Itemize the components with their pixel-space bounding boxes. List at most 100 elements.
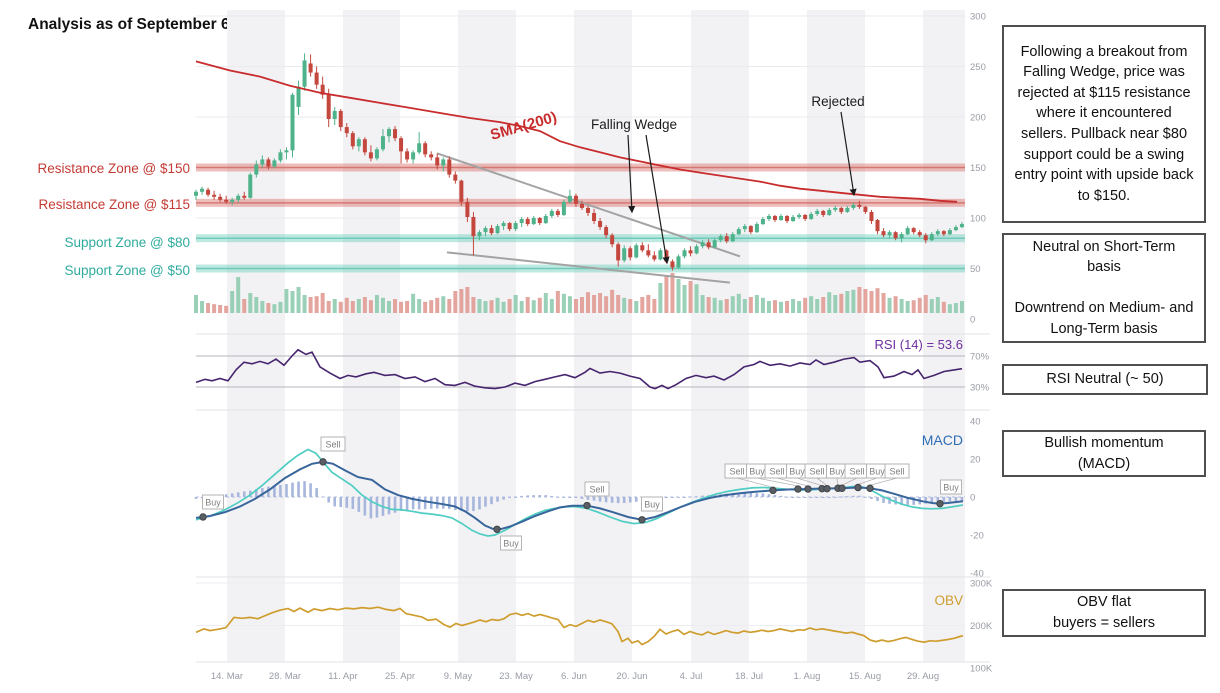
macd-histogram-bar [411,497,415,510]
macd-histogram-bar [628,497,632,503]
macd-cluster-dot [838,484,846,492]
candle-body [887,232,892,236]
obv-pane [195,582,965,646]
rsi-note-box: RSI Neutral (~ 50) [1002,364,1208,395]
candle-body [453,174,458,181]
candle-body [670,261,675,268]
candle-body [592,212,597,222]
macd-cluster-connector [869,477,898,486]
macd-axis-tick: 40 [970,417,981,428]
volume-bar [314,296,319,313]
date-axis-tick: 9. May [444,671,473,682]
volume-bar [718,300,723,313]
volume-bar [471,297,476,313]
date-axis-tick: 20. Jun [616,671,647,682]
candle-body [791,216,796,222]
candle-body [766,215,771,220]
macd-histogram-bar [773,494,777,497]
volume-bar [586,292,591,313]
volume-bar [561,293,566,313]
macd-histogram-bar [755,493,759,497]
candle-body [200,188,205,192]
volume-bar [658,283,663,313]
volume-bar [525,297,530,313]
summary-note-box: Following a breakout from Falling Wedge,… [1002,25,1206,223]
obv-axis-tick: 300K [970,579,993,590]
candle-body [899,234,904,239]
macd-cluster-label-text: Buy [869,467,885,477]
candle-body [610,235,615,245]
obv-note-box: OBV flat buyers = sellers [1002,589,1206,637]
volume-bar [393,299,398,313]
macd-histogram-bar [610,497,614,503]
macd-histogram-bar [803,497,807,498]
macd-histogram-bar [387,497,391,515]
candle-body [549,210,554,216]
macd-histogram-bar [894,497,897,505]
candle-body [411,152,416,160]
candle-body [676,256,681,268]
macd-histogram-bar [779,495,783,497]
macd-buy-label-text: Buy [205,498,221,508]
volume-bar [579,297,584,313]
candle-body [736,229,741,235]
volume-bar [869,291,874,313]
volume-bar [483,301,488,313]
volume-bar [501,301,506,313]
candle-body [561,201,566,215]
volume-bar [797,301,802,313]
candle-body [447,159,452,175]
candle-body [405,151,410,160]
volume-bar [320,293,325,313]
candle-body [682,250,687,257]
macd-histogram-bar [357,497,361,512]
volume-bar [622,297,627,313]
falling-wedge-lines [436,152,741,284]
candle-body [700,242,705,247]
volume-bar [724,299,729,313]
macd-histogram-bar [791,497,795,498]
obv-axis-tick: 200K [970,621,993,632]
volume-bar [230,291,235,313]
volume-bar [266,303,271,313]
volume-bar [567,296,572,313]
macd-cluster-label-text: Buy [749,467,765,477]
volume-bar [766,301,771,313]
candle-body [815,210,820,214]
macd-histogram-bar [942,497,946,502]
volume-bar [555,291,560,313]
macd-histogram-bar [671,497,674,498]
volume-bar [947,304,952,313]
macd-buy-label-text: Buy [943,483,959,493]
volume-bar [959,301,964,313]
date-axis-tick: 15. Aug [849,671,881,682]
macd-histogram-bar [532,495,536,497]
volume-bar [549,299,554,313]
volume-bar [296,287,301,313]
candle-body [785,215,790,222]
candle-body [525,219,530,225]
candle-body [833,207,838,210]
macd-histogram-bar [568,497,572,498]
macd-histogram-bar [876,497,879,502]
volume-bar [616,295,621,313]
volume-bar [851,289,856,313]
candle-body [953,227,958,231]
volume-bar [754,295,759,313]
volume-bar [652,299,657,313]
macd-histogram-bar [514,496,517,498]
candle-body [435,157,440,166]
macd-histogram-bar [906,497,909,505]
chart-canvas: Buy Buy Buy Buy Sell Sell Sell Buy Sell Buy Sell Bu… [37,10,993,682]
obv-title-label: OBV [934,593,963,608]
macd-sell-dot [583,501,591,510]
volume-bar [495,297,500,313]
volume-bar [821,297,826,313]
volume-bar [447,299,452,313]
macd-histogram-bar [393,497,397,513]
macd-histogram-bar [634,497,638,502]
macd-cluster-connector [857,477,878,485]
volume-bar [664,275,669,313]
volume-bar [700,295,705,313]
volume-bar [212,304,217,313]
